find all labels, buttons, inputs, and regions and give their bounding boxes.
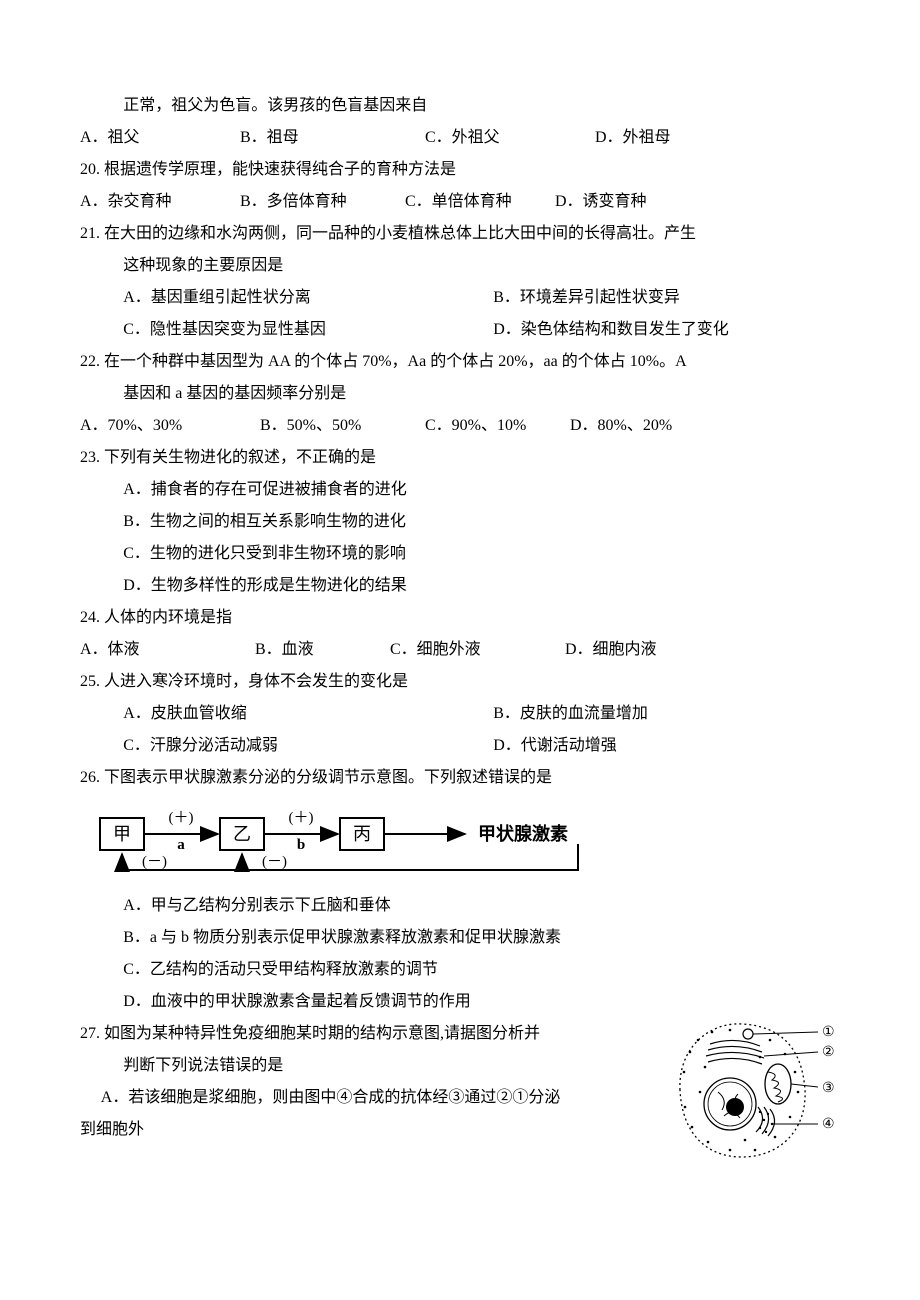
q25-options-row2: C．汗腺分泌活动减弱 D．代谢活动增强 — [80, 730, 840, 762]
q20-opt-a: A．杂交育种 — [80, 186, 172, 218]
q19-opt-b: B．祖母 — [240, 122, 299, 154]
q27-stem1: 如图为某种特异性免疫细胞某时期的结构示意图,请据图分析并 — [104, 1025, 540, 1042]
q21-stem-l1: 21. 在大田的边缘和水沟两侧，同一品种的小麦植株总体上比大田中间的长得高壮。产… — [80, 218, 840, 250]
q21-opt-b: B．环境差异引起性状变异 — [493, 282, 680, 314]
cell-label-4: ④ — [822, 1117, 835, 1132]
q22-stem-l1: 22. 在一个种群中基因型为 AA 的个体占 70%，Aa 的个体占 20%，a… — [80, 346, 840, 378]
q19-options: A．祖父 B．祖母 C．外祖父 D．外祖母 — [80, 122, 840, 154]
bc-top: (＋) — [289, 810, 314, 826]
q21-opt-a: A．基因重组引起性状分离 — [123, 282, 493, 314]
q26-diagram: 甲 乙 丙 (＋) a (＋) b 甲状腺激素 (－) (－) — [80, 800, 840, 880]
q24-opt-c: C．细胞外液 — [390, 634, 481, 666]
q24-stem: 24. 人体的内环境是指 — [80, 602, 840, 634]
q21-opt-d: D．染色体结构和数目发生了变化 — [493, 314, 729, 346]
q25-opt-c: C．汗腺分泌活动减弱 — [123, 730, 493, 762]
q22-opt-c: C．90%、10% — [425, 410, 526, 442]
q25-num: 25. — [80, 666, 100, 698]
q21-stem-l2: 这种现象的主要原因是 — [80, 250, 840, 282]
q19-opt-d: D．外祖母 — [595, 122, 671, 154]
cell-label-3: ③ — [822, 1081, 835, 1096]
q23-num: 23. — [80, 442, 100, 474]
q21-options-row2: C．隐性基因突变为显性基因 D．染色体结构和数目发生了变化 — [80, 314, 840, 346]
q26-num: 26. — [80, 762, 100, 794]
q22-stem-l2: 基因和 a 基因的基因频率分别是 — [80, 378, 840, 410]
q19-opt-a: A．祖父 — [80, 122, 140, 154]
out-label: 甲状腺激素 — [478, 823, 568, 844]
q23-opt-b: B．生物之间的相互关系影响生物的进化 — [80, 506, 840, 538]
q20-opt-d: D．诱变育种 — [555, 186, 647, 218]
q19-stem-cont: 正常，祖父为色盲。该男孩的色盲基因来自 — [80, 90, 840, 122]
q24-options: A．体液 B．血液 C．细胞外液 D．细胞内液 — [80, 634, 840, 666]
q26-opt-a: A．甲与乙结构分别表示下丘脑和垂体 — [80, 890, 840, 922]
bc-bot: b — [297, 837, 305, 853]
q25-opt-d: D．代谢活动增强 — [493, 730, 617, 762]
q20-num: 20. — [80, 154, 100, 186]
q22-opt-b: B．50%、50% — [260, 410, 361, 442]
q26-stem: 26. 下图表示甲状腺激素分泌的分级调节示意图。下列叙述错误的是 — [80, 762, 840, 794]
q22-opt-d: D．80%、20% — [570, 410, 672, 442]
ab-top: (＋) — [169, 810, 194, 826]
q23-stem-text: 下列有关生物进化的叙述，不正确的是 — [104, 449, 376, 466]
q21-num: 21. — [80, 218, 100, 250]
cell-label-2: ② — [822, 1045, 835, 1060]
fb-b: (－) — [262, 854, 287, 870]
fb-a: (－) — [142, 854, 167, 870]
q25-stem-text: 人进入寒冷环境时，身体不会发生的变化是 — [104, 673, 408, 690]
q24-opt-b: B．血液 — [255, 634, 314, 666]
cell-label-1: ① — [822, 1025, 835, 1040]
q20-opt-c: C．单倍体育种 — [405, 186, 512, 218]
q20-stem: 20. 根据遗传学原理，能快速获得纯合子的育种方法是 — [80, 154, 840, 186]
q23-opt-a: A．捕食者的存在可促进被捕食者的进化 — [80, 474, 840, 506]
q21-options-row1: A．基因重组引起性状分离 B．环境差异引起性状变异 — [80, 282, 840, 314]
q23-opt-c: C．生物的进化只受到非生物环境的影响 — [80, 538, 840, 570]
q23-stem: 23. 下列有关生物进化的叙述，不正确的是 — [80, 442, 840, 474]
q26-opt-c: C．乙结构的活动只受甲结构释放激素的调节 — [80, 954, 840, 986]
q25-opt-b: B．皮肤的血流量增加 — [493, 698, 648, 730]
q25-stem: 25. 人进入寒冷环境时，身体不会发生的变化是 — [80, 666, 840, 698]
q22-num: 22. — [80, 346, 100, 378]
q21-stem1: 在大田的边缘和水沟两侧，同一品种的小麦植株总体上比大田中间的长得高壮。产生 — [104, 225, 696, 242]
q21-opt-c: C．隐性基因突变为显性基因 — [123, 314, 493, 346]
q24-stem-text: 人体的内环境是指 — [104, 609, 232, 626]
q27-cell-figure: ① ② ③ ④ — [660, 1012, 840, 1167]
q24-num: 24. — [80, 602, 100, 634]
q27-num: 27. — [80, 1018, 100, 1050]
q19-opt-c: C．外祖父 — [425, 122, 500, 154]
q20-opt-b: B．多倍体育种 — [240, 186, 347, 218]
q20-options: A．杂交育种 B．多倍体育种 C．单倍体育种 D．诱变育种 — [80, 186, 840, 218]
q26-stem-text: 下图表示甲状腺激素分泌的分级调节示意图。下列叙述错误的是 — [104, 769, 552, 786]
box-b: 乙 — [233, 824, 251, 844]
q22-opt-a: A．70%、30% — [80, 410, 182, 442]
q24-opt-a: A．体液 — [80, 634, 140, 666]
q22-stem1: 在一个种群中基因型为 AA 的个体占 70%，Aa 的个体占 20%，aa 的个… — [104, 353, 687, 370]
q25-opt-a: A．皮肤血管收缩 — [123, 698, 493, 730]
q20-stem-text: 根据遗传学原理，能快速获得纯合子的育种方法是 — [104, 161, 456, 178]
q25-options-row1: A．皮肤血管收缩 B．皮肤的血流量增加 — [80, 698, 840, 730]
q23-opt-d: D．生物多样性的形成是生物进化的结果 — [80, 570, 840, 602]
q22-options: A．70%、30% B．50%、50% C．90%、10% D．80%、20% — [80, 410, 840, 442]
ab-bot: a — [177, 837, 185, 853]
q26-opt-b: B．a 与 b 物质分别表示促甲状腺激素释放激素和促甲状腺激素 — [80, 922, 840, 954]
box-a: 甲 — [113, 824, 131, 844]
q24-opt-d: D．细胞内液 — [565, 634, 657, 666]
box-c: 丙 — [353, 824, 371, 844]
